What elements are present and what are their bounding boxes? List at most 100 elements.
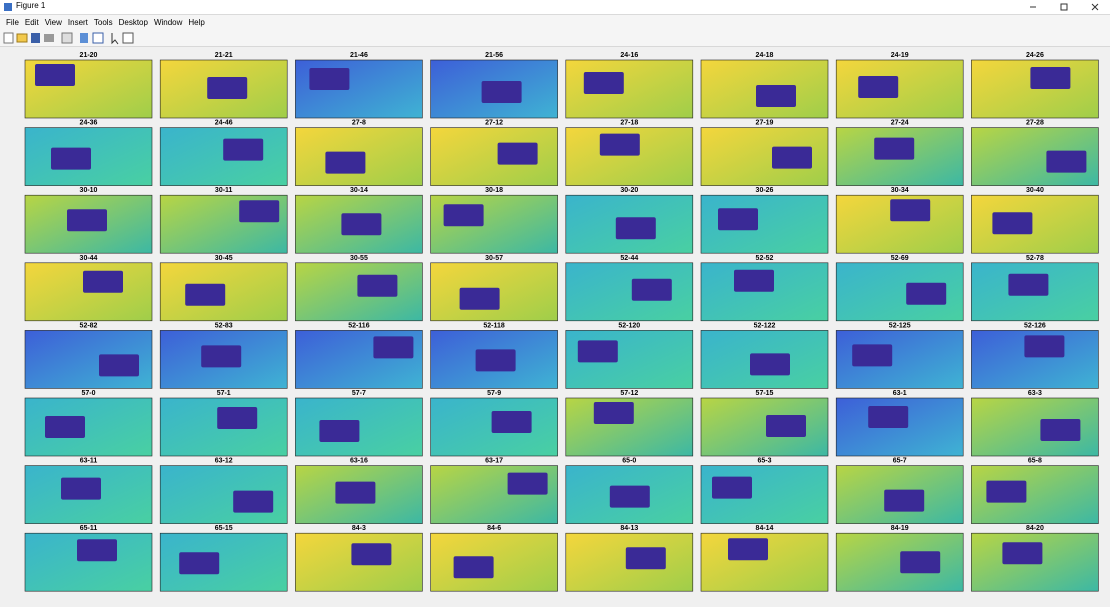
figure-area: 21-20 21-21 21-46 21-56 24-16 24-18 24-19 24-26… <box>24 52 1099 592</box>
blob <box>599 133 640 156</box>
blob <box>233 490 274 513</box>
blob <box>239 200 280 223</box>
panel-title: 84-14 <box>756 525 774 532</box>
blob <box>906 282 947 305</box>
blob <box>728 538 768 561</box>
app-icon <box>4 3 12 11</box>
panel-title: 52-52 <box>756 255 774 262</box>
blob <box>750 353 790 376</box>
panel-title: 21-21 <box>215 52 233 59</box>
blob <box>357 274 398 297</box>
blob <box>772 146 812 169</box>
blob <box>734 269 774 292</box>
menu-item[interactable]: Help <box>188 18 205 27</box>
menu-item[interactable]: Edit <box>24 18 39 27</box>
blob <box>986 480 1027 503</box>
blob <box>83 270 123 293</box>
link-icon[interactable] <box>61 32 73 44</box>
blob <box>453 556 494 579</box>
panel-title: 84-6 <box>487 525 501 532</box>
menu-item[interactable]: Insert <box>67 18 88 27</box>
panel-image <box>24 397 153 457</box>
panel-title: 24-36 <box>80 120 98 127</box>
panel-title: 65-0 <box>622 458 636 465</box>
title-bar-icons <box>4 3 1099 11</box>
panel-title: 63-11 <box>80 458 98 465</box>
panel-title: 52-69 <box>891 255 909 262</box>
panel-image <box>700 330 829 389</box>
panel-image <box>700 397 829 457</box>
panel-title: 57-1 <box>217 390 231 397</box>
title-bar: Figure 1 <box>0 0 1110 15</box>
menu-item[interactable]: Tools <box>93 18 113 27</box>
print-icon[interactable] <box>44 34 54 42</box>
panel-title: 30-26 <box>756 187 774 194</box>
blob <box>481 81 522 103</box>
menu-item[interactable]: File <box>6 18 19 27</box>
save-icon[interactable] <box>31 33 40 43</box>
blob <box>1008 273 1049 296</box>
open-icon[interactable] <box>16 33 28 43</box>
panel-title: 21-20 <box>80 52 98 59</box>
blob <box>507 472 548 495</box>
blob <box>45 416 85 438</box>
plot-tools-icon[interactable] <box>122 32 134 44</box>
panel-title: 52-116 <box>348 322 370 329</box>
menu-item[interactable]: Desktop <box>118 18 148 27</box>
panel-title: 30-10 <box>80 187 98 194</box>
panel-title: 57-15 <box>756 390 774 397</box>
blob <box>1002 542 1043 565</box>
blob <box>179 552 220 575</box>
blob <box>718 208 758 231</box>
blob <box>35 64 75 86</box>
menu-item[interactable]: View <box>44 18 62 27</box>
panel-title: 27-24 <box>891 120 909 127</box>
panel-title: 63-16 <box>350 458 368 465</box>
blob <box>351 543 392 566</box>
panel-title: 52-122 <box>754 322 776 329</box>
panel-title: 57-9 <box>487 390 501 397</box>
panel-title: 65-11 <box>80 525 98 532</box>
panel-title: 52-82 <box>80 322 98 329</box>
panel-title: 52-83 <box>215 322 233 329</box>
panel-title: 27-8 <box>352 120 366 127</box>
blob <box>756 85 796 107</box>
panel-title: 84-20 <box>1026 525 1044 532</box>
blob <box>77 539 117 562</box>
panel-title: 27-28 <box>1026 120 1044 127</box>
blob <box>890 199 931 222</box>
toolbar-icons <box>3 32 134 45</box>
blob <box>201 345 242 368</box>
panel-title: 52-125 <box>889 322 911 329</box>
panel-title: 52-118 <box>483 322 505 329</box>
panel-title: 30-20 <box>620 187 638 194</box>
pointer-icon[interactable] <box>111 33 119 45</box>
menu-bar: File Edit View Insert Tools Desktop Window Help <box>0 15 1110 30</box>
panel-image <box>835 59 964 119</box>
blob <box>185 283 226 306</box>
colorbar-icon[interactable] <box>80 33 88 43</box>
panel-title: 24-19 <box>891 52 909 59</box>
panel-image <box>565 262 694 322</box>
panel-title: 30-57 <box>485 255 503 262</box>
menu-item[interactable]: Window <box>153 18 183 27</box>
close-button[interactable] <box>1091 3 1099 11</box>
new-icon[interactable] <box>3 32 14 44</box>
panel-title: 57-7 <box>352 390 366 397</box>
blob <box>992 212 1033 235</box>
panel-image <box>835 532 964 592</box>
blob <box>61 477 101 500</box>
panel-title: 24-16 <box>620 52 638 59</box>
blob <box>1040 419 1081 441</box>
panel-title: 65-3 <box>757 458 771 465</box>
blob <box>1046 150 1087 173</box>
maximize-button[interactable] <box>1060 3 1068 11</box>
panel-title: 57-12 <box>620 390 638 397</box>
blob <box>858 76 899 98</box>
blob <box>475 349 516 372</box>
blob <box>335 481 376 504</box>
legend-icon[interactable] <box>92 32 104 44</box>
panel-title: 30-55 <box>350 255 368 262</box>
panel-title: 30-11 <box>215 187 233 194</box>
